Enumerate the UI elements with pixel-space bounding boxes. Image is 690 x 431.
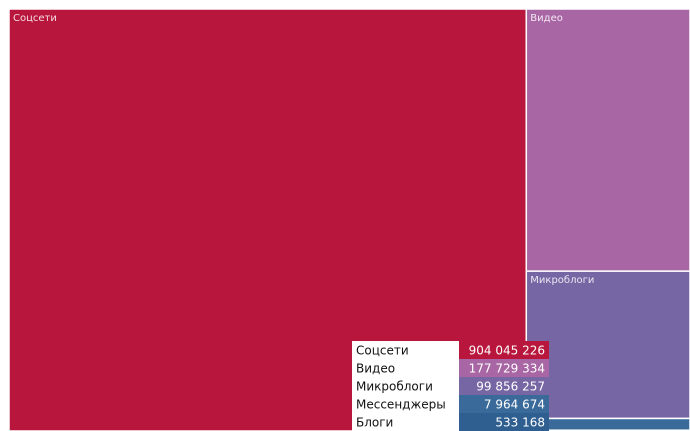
legend-name: Мессенджеры xyxy=(356,398,446,412)
legend-value: 99 856 257 xyxy=(476,380,545,394)
tile xyxy=(525,270,690,420)
legend-value: 177 729 334 xyxy=(469,362,545,376)
legend-name-cell xyxy=(352,359,459,377)
tile-label: Видео xyxy=(530,13,563,24)
legend-value: 533 168 xyxy=(495,416,545,430)
tile-label: Соцсети xyxy=(13,13,57,24)
legend-name-cell xyxy=(352,377,459,395)
legend-name-cell xyxy=(352,341,459,359)
tile xyxy=(525,8,690,272)
legend-value-cell xyxy=(459,341,549,359)
legend-name: Блоги xyxy=(356,416,393,430)
legend-name-cell xyxy=(352,395,459,413)
legend-value-cell xyxy=(459,395,549,413)
legend-value: 904 045 226 xyxy=(469,344,545,358)
legend-value-cell xyxy=(459,377,549,395)
legend-name: Соцсети xyxy=(356,344,409,358)
legend-value-cell xyxy=(459,413,549,431)
legend-name: Микроблоги xyxy=(356,380,433,394)
legend-value: 7 964 674 xyxy=(484,398,545,412)
tile xyxy=(525,417,690,431)
legend-name-cell xyxy=(352,413,459,431)
legend-name: Видео xyxy=(356,362,395,376)
legend-value-cell xyxy=(459,359,549,377)
tile-label: Микроблоги xyxy=(530,275,594,286)
